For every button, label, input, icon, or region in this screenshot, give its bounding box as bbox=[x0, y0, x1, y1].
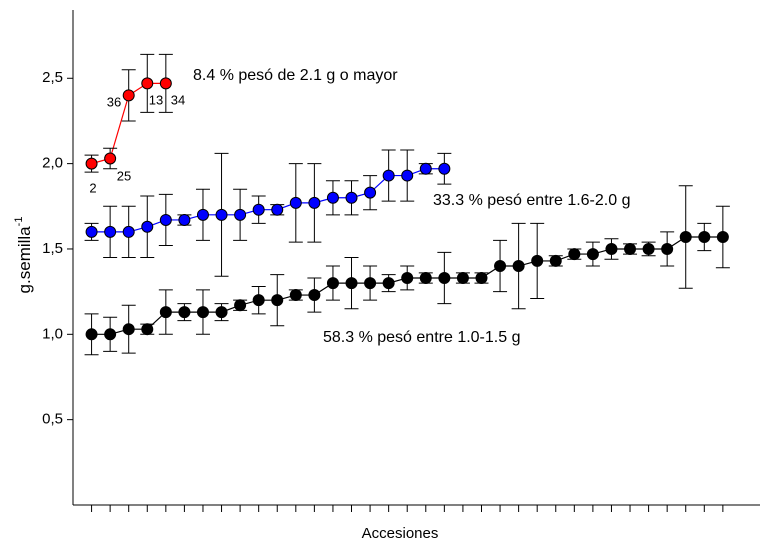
data-point bbox=[271, 203, 284, 216]
point-label: 34 bbox=[171, 92, 185, 107]
data-point bbox=[494, 260, 507, 273]
point-label: 25 bbox=[117, 168, 131, 183]
data-point bbox=[382, 277, 395, 290]
data-point bbox=[159, 213, 172, 226]
data-point bbox=[531, 254, 544, 267]
data-point bbox=[104, 328, 117, 341]
data-point bbox=[364, 277, 377, 290]
annotation: 58.3 % pesó entre 1.0-1.5 g bbox=[323, 329, 520, 346]
point-label: 36 bbox=[107, 94, 121, 109]
data-point bbox=[438, 162, 451, 175]
data-point bbox=[624, 242, 637, 255]
y-label-main: g.semilla bbox=[15, 226, 34, 294]
point-label: 2 bbox=[89, 180, 96, 195]
data-point bbox=[215, 208, 228, 221]
data-point bbox=[234, 208, 247, 221]
data-point bbox=[679, 231, 692, 244]
data-point bbox=[568, 248, 581, 261]
data-point bbox=[141, 220, 154, 233]
point-label: 13 bbox=[149, 92, 163, 107]
y-label-sup: -1 bbox=[13, 217, 25, 227]
data-point bbox=[401, 271, 414, 284]
data-point bbox=[104, 225, 117, 238]
data-point bbox=[419, 162, 432, 175]
data-point bbox=[326, 191, 339, 204]
data-point bbox=[456, 271, 469, 284]
data-point bbox=[382, 169, 395, 182]
data-point bbox=[642, 242, 655, 255]
data-point bbox=[289, 196, 302, 209]
annotation: 33.3 % pesó entre 1.6-2.0 g bbox=[433, 192, 630, 209]
data-point bbox=[104, 152, 117, 165]
data-point bbox=[326, 277, 339, 290]
annotation: 8.4 % pesó de 2.1 g o mayor bbox=[193, 67, 398, 84]
data-point bbox=[438, 271, 451, 284]
data-point bbox=[308, 289, 321, 302]
y-tick-label: 2,5 bbox=[42, 69, 63, 86]
data-point bbox=[401, 169, 414, 182]
y-tick-label: 2,0 bbox=[42, 155, 63, 172]
data-point bbox=[716, 231, 729, 244]
data-point bbox=[122, 225, 135, 238]
data-point bbox=[289, 289, 302, 302]
data-point bbox=[252, 294, 265, 307]
y-axis-label: g.semilla-1 bbox=[13, 217, 35, 294]
data-point bbox=[122, 89, 135, 102]
data-point bbox=[252, 203, 265, 216]
data-point bbox=[698, 231, 711, 244]
data-point bbox=[308, 196, 321, 209]
data-point bbox=[215, 306, 228, 319]
x-axis-label: Accesiones bbox=[362, 525, 439, 542]
y-tick-label: 0,5 bbox=[42, 411, 63, 428]
data-point bbox=[141, 77, 154, 90]
data-point bbox=[122, 323, 135, 336]
data-point bbox=[159, 77, 172, 90]
data-point bbox=[178, 213, 191, 226]
data-point bbox=[234, 299, 247, 312]
data-point bbox=[85, 328, 98, 341]
data-point bbox=[196, 306, 209, 319]
y-tick-label: 1,0 bbox=[42, 325, 63, 342]
data-point bbox=[271, 294, 284, 307]
data-point bbox=[141, 323, 154, 336]
data-point bbox=[345, 277, 358, 290]
data-point bbox=[196, 208, 209, 221]
data-point bbox=[605, 242, 618, 255]
data-point bbox=[661, 242, 674, 255]
data-point bbox=[364, 186, 377, 199]
data-point bbox=[586, 248, 599, 261]
data-point bbox=[178, 306, 191, 319]
data-point bbox=[419, 271, 432, 284]
data-point bbox=[475, 271, 488, 284]
y-tick-label: 1,5 bbox=[42, 240, 63, 257]
data-point bbox=[85, 225, 98, 238]
data-point bbox=[159, 306, 172, 319]
data-point bbox=[345, 191, 358, 204]
data-point bbox=[512, 260, 525, 273]
data-point bbox=[85, 157, 98, 170]
data-point bbox=[549, 254, 562, 267]
